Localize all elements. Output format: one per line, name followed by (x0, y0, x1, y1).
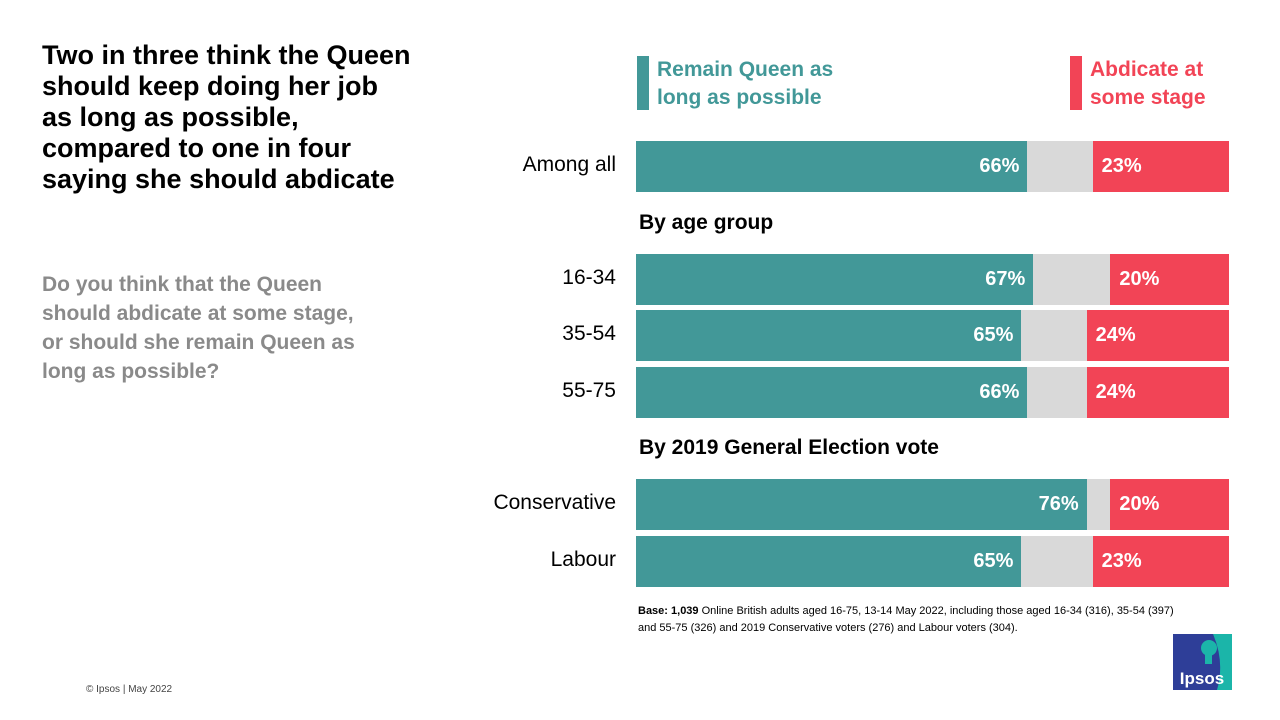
bar-remain (636, 310, 1022, 361)
bar-row: 67% 20% (636, 254, 1229, 305)
value-label-abdicate: 20% (1119, 268, 1160, 290)
category-label: Labour (550, 548, 616, 571)
value-label-remain: 66% (979, 155, 1020, 177)
bar-remain (636, 367, 1028, 418)
bar-row: 76% 20% (636, 479, 1229, 530)
bar-abdicate (1092, 141, 1229, 192)
value-label-remain: 65% (973, 324, 1014, 346)
value-label-remain: 76% (1038, 493, 1079, 515)
category-label: 35-54 (562, 322, 616, 345)
bar-row: 66% 23% (636, 141, 1229, 192)
ipsos-logo: Ipsos (1173, 634, 1232, 690)
bar-remain (636, 536, 1022, 587)
bar-remain (636, 141, 1028, 192)
legend-swatch-abdicate (1070, 56, 1082, 110)
bar-row: 65% 23% (636, 536, 1229, 587)
slide-title: Two in three think the Queen should keep… (42, 40, 411, 194)
base-note: Base: 1,039 Online British adults aged 1… (638, 603, 1178, 637)
category-label: Among all (522, 153, 616, 176)
bar-row: 65% 24% (636, 310, 1229, 361)
bar-abdicate (1086, 310, 1229, 361)
value-label-remain: 67% (985, 268, 1026, 290)
bar-abdicate (1092, 536, 1229, 587)
bar-abdicate (1086, 367, 1229, 418)
group-header-vote: By 2019 General Election vote (639, 436, 939, 459)
svg-text:Ipsos: Ipsos (1180, 669, 1224, 688)
value-label-abdicate: 20% (1119, 493, 1160, 515)
category-label: Conservative (493, 491, 616, 514)
base-bold: Base: 1,039 (638, 605, 699, 617)
bar-abdicate (1110, 479, 1229, 530)
bar-remain (636, 479, 1087, 530)
value-label-remain: 66% (979, 381, 1020, 403)
group-header-age: By age group (639, 211, 774, 234)
legend-swatch-remain (637, 56, 649, 110)
value-label-remain: 65% (973, 550, 1014, 572)
category-label: 55-75 (562, 379, 616, 402)
copyright: © Ipsos | May 2022 (86, 684, 173, 695)
bar-row: 66% 24% (636, 367, 1229, 418)
legend-label-remain: Remain Queen as long as possible (657, 58, 834, 109)
bar-remain (636, 254, 1034, 305)
value-label-abdicate: 23% (1101, 155, 1142, 177)
category-label: 16-34 (562, 266, 616, 289)
value-label-abdicate: 24% (1095, 381, 1136, 403)
bar-abdicate (1110, 254, 1229, 305)
value-label-abdicate: 23% (1101, 550, 1142, 572)
value-label-abdicate: 24% (1095, 324, 1136, 346)
legend-label-abdicate: Abdicate at some stage (1090, 58, 1206, 109)
base-text: Online British adults aged 16-75, 13-14 … (638, 605, 1174, 634)
question-text: Do you think that the Queen should abdic… (42, 273, 355, 383)
